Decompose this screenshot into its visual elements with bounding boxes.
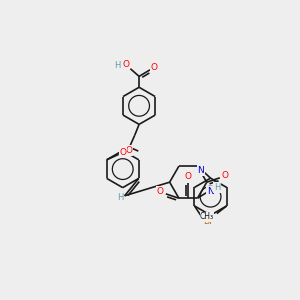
Text: H: H xyxy=(214,183,220,192)
Text: O: O xyxy=(126,146,133,155)
Text: H: H xyxy=(114,61,121,70)
Text: O: O xyxy=(122,60,130,69)
Text: N: N xyxy=(197,166,204,175)
Text: Br: Br xyxy=(202,217,212,226)
Text: H: H xyxy=(117,194,123,202)
Text: O: O xyxy=(222,171,229,180)
Text: O: O xyxy=(151,63,158,72)
Text: O: O xyxy=(185,172,192,181)
Text: CH₃: CH₃ xyxy=(200,212,214,221)
Text: O: O xyxy=(119,148,127,157)
Text: N: N xyxy=(207,187,214,196)
Text: O: O xyxy=(157,187,164,196)
